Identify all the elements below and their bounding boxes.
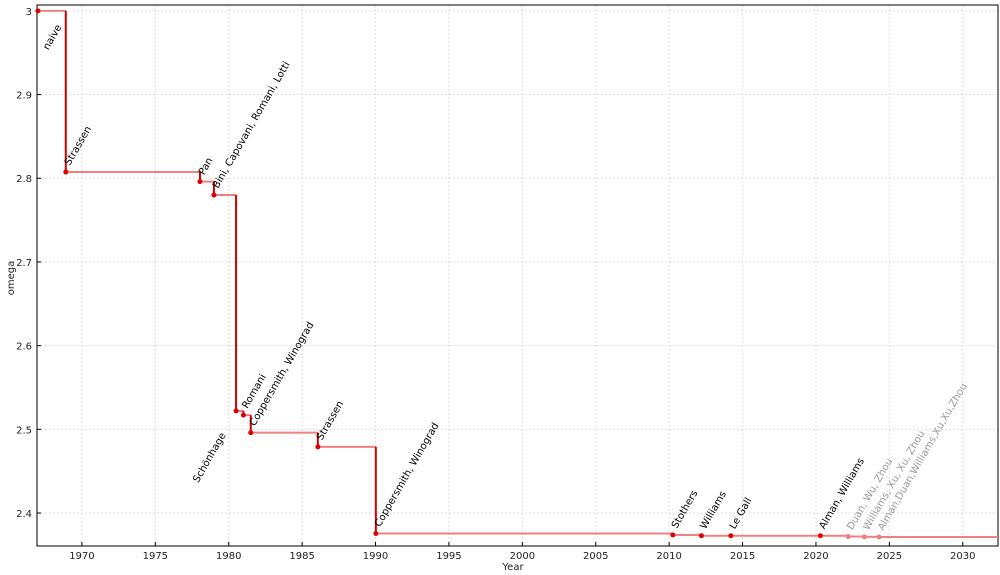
y-tick-label: 2.6 bbox=[16, 342, 32, 353]
x-tick-label: 1980 bbox=[216, 551, 241, 562]
point-label: Strassen bbox=[315, 399, 346, 442]
y-tick-label: 2.9 bbox=[16, 91, 32, 102]
x-tick-label: 2015 bbox=[730, 551, 755, 562]
y-tick-label: 2.7 bbox=[16, 258, 32, 269]
point-label: Schönhage bbox=[191, 431, 228, 485]
x-axis-label: Year bbox=[501, 562, 524, 573]
point-label: Stothers bbox=[670, 489, 701, 531]
x-tick-label: 2005 bbox=[583, 551, 608, 562]
point bbox=[373, 531, 379, 537]
point bbox=[197, 179, 203, 185]
x-tick-label: 2025 bbox=[877, 551, 902, 562]
point bbox=[233, 408, 239, 414]
point bbox=[670, 532, 676, 538]
y-tick-label: 2.8 bbox=[16, 174, 32, 185]
point bbox=[845, 534, 851, 540]
point-label: naive bbox=[41, 23, 64, 52]
point-label: Alman,Duan,Williams,Xu,Xu,Zhou bbox=[876, 381, 970, 532]
point bbox=[817, 533, 823, 539]
point-label: Le Gall bbox=[728, 496, 755, 531]
x-tick-label: 2010 bbox=[656, 551, 681, 562]
x-tick-label: 1990 bbox=[363, 551, 388, 562]
point bbox=[698, 533, 704, 539]
x-tick-label: 1985 bbox=[289, 551, 314, 562]
point-label: Strassen bbox=[63, 124, 94, 167]
y-tick-label: 2.5 bbox=[16, 425, 32, 436]
y-tick-label: 3 bbox=[26, 7, 32, 18]
point bbox=[248, 430, 254, 436]
x-tick-label: 2000 bbox=[510, 551, 535, 562]
point-label: Pan bbox=[197, 156, 216, 177]
point bbox=[63, 169, 69, 175]
point bbox=[211, 192, 217, 198]
x-tick-label: 2030 bbox=[950, 551, 975, 562]
x-tick-label: 2020 bbox=[803, 551, 828, 562]
point-label: Williams bbox=[699, 489, 729, 531]
x-tick-label: 1995 bbox=[436, 551, 461, 562]
y-axis-label: omega bbox=[6, 261, 17, 296]
point bbox=[728, 533, 734, 539]
point bbox=[876, 534, 882, 540]
point bbox=[861, 534, 867, 540]
y-tick-label: 2.4 bbox=[16, 509, 32, 520]
point bbox=[240, 412, 246, 418]
x-tick-label: 1975 bbox=[143, 551, 168, 562]
point bbox=[35, 8, 41, 14]
plot-frame bbox=[36, 4, 999, 547]
point-label: Coppersmith, Winograd bbox=[373, 421, 442, 529]
point-label: Bini, Capovani, Romani, Lotti bbox=[211, 60, 293, 190]
point bbox=[315, 444, 321, 450]
x-tick-label: 1970 bbox=[69, 551, 94, 562]
